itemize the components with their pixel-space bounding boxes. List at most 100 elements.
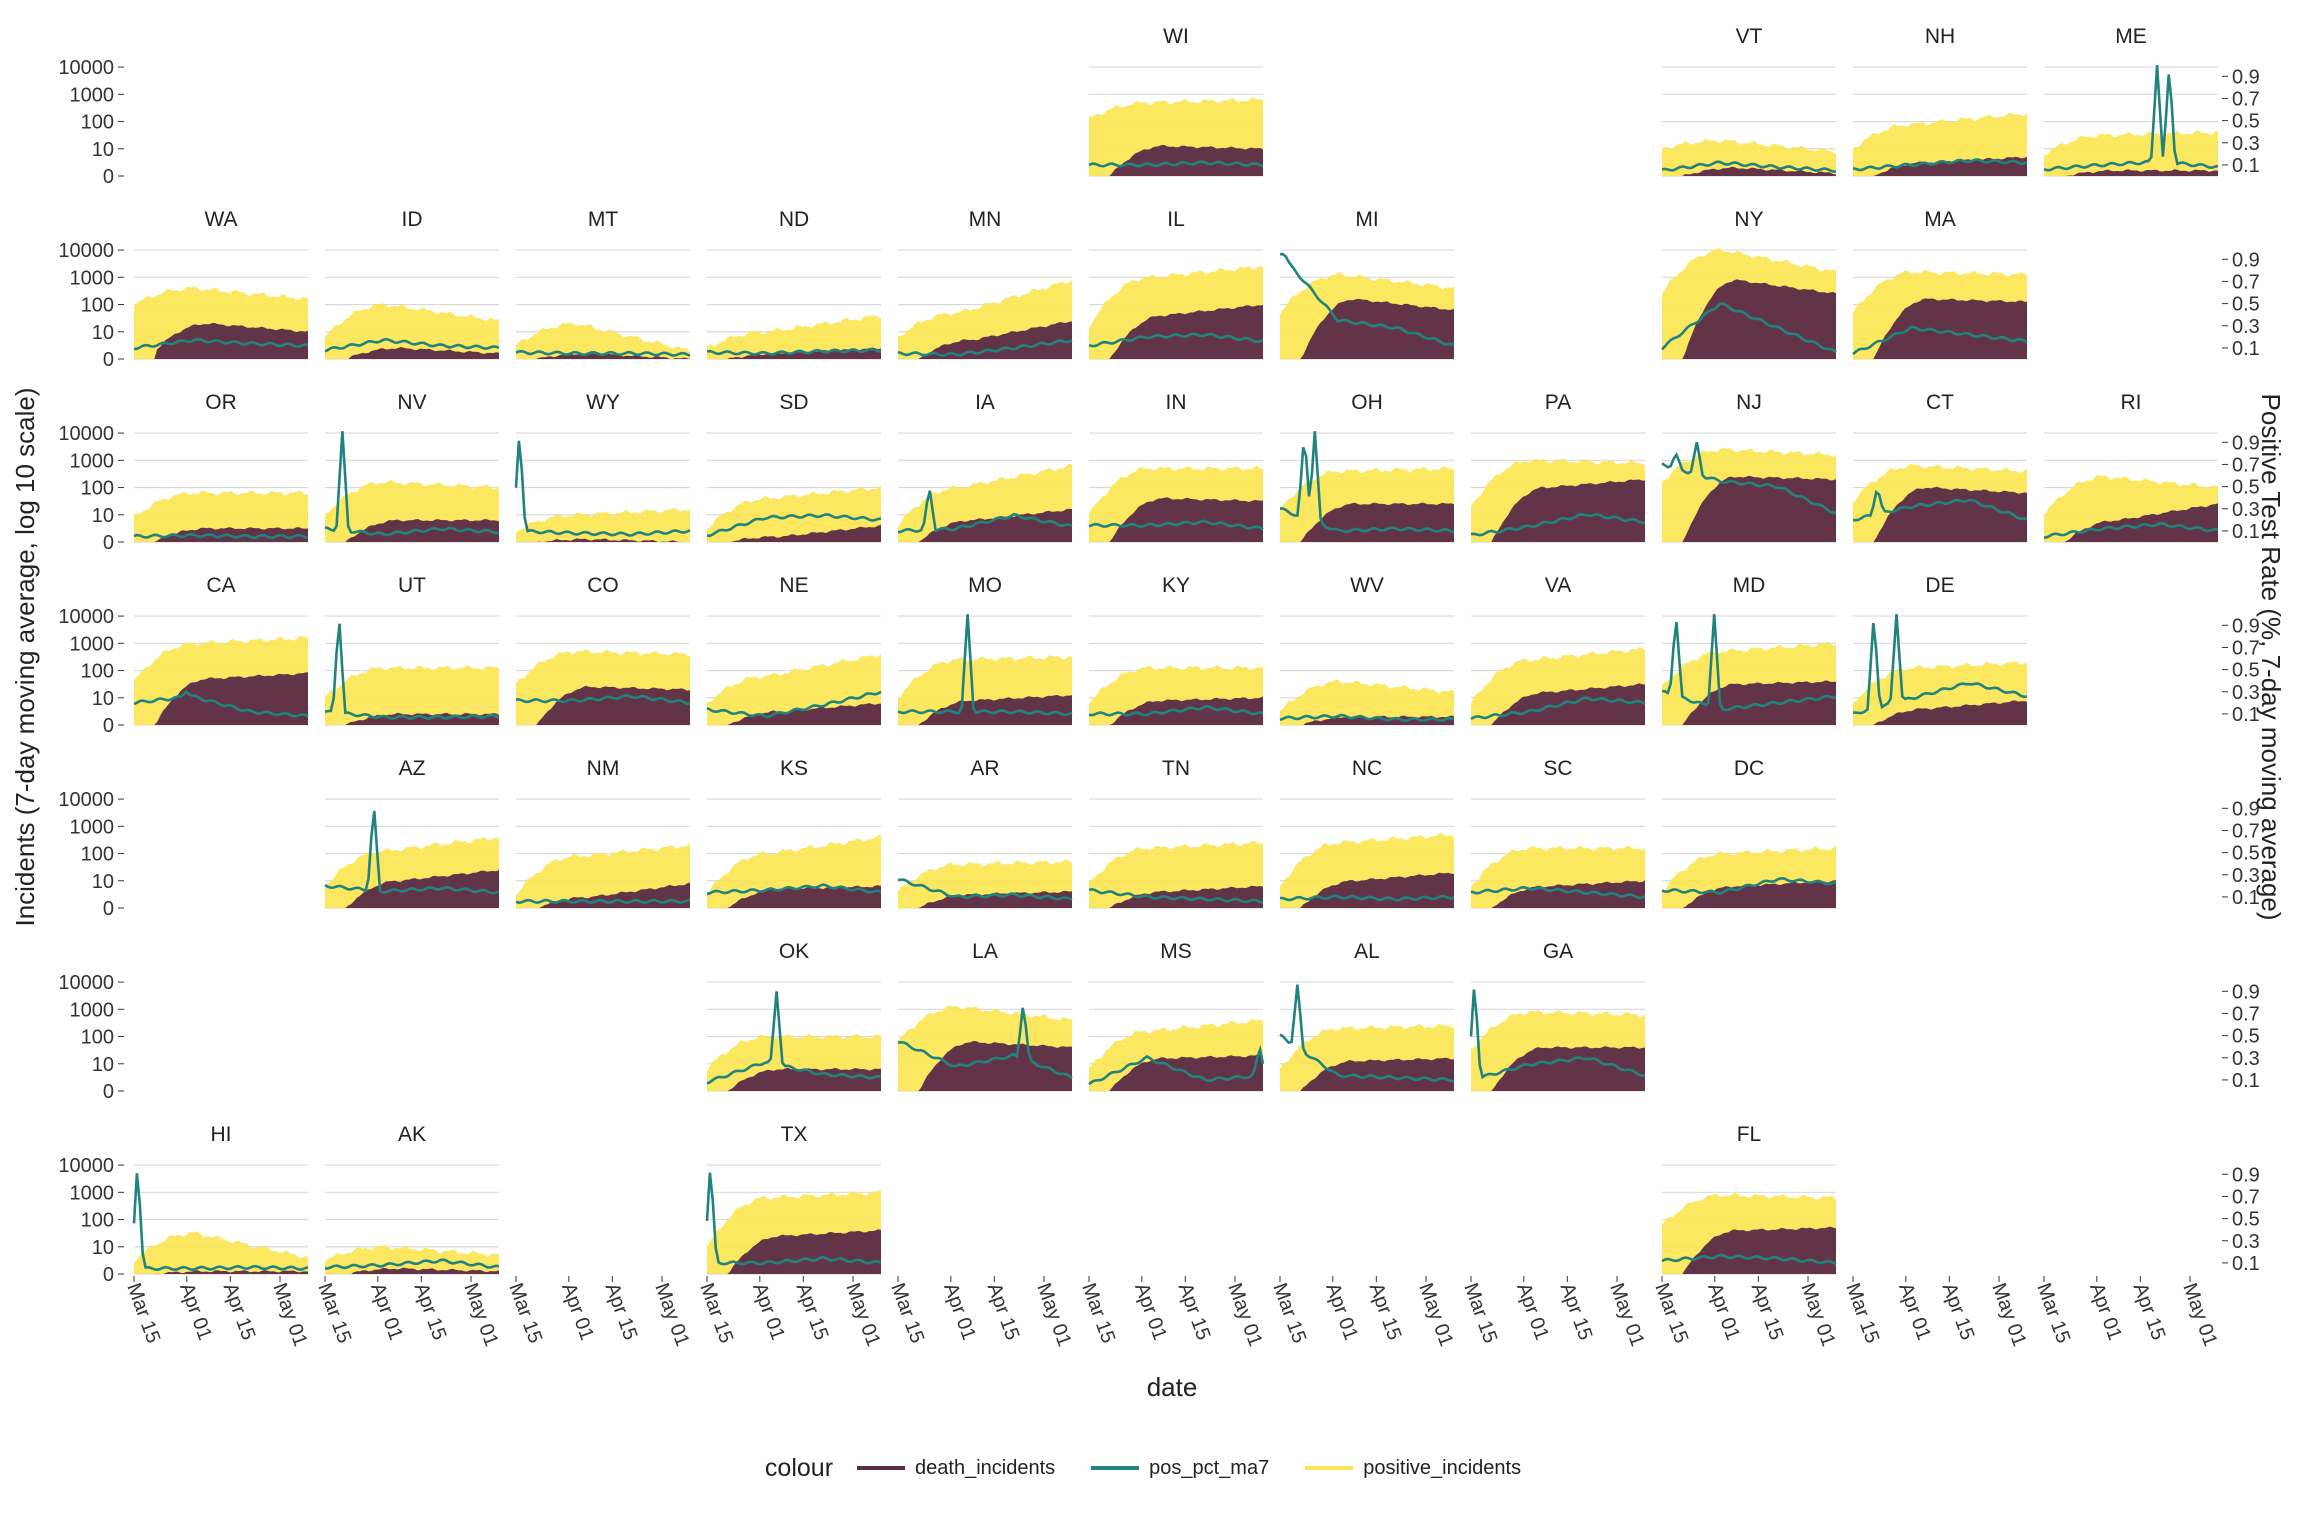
facet-title: KS (780, 757, 808, 780)
facet-wv: WV (1279, 574, 1455, 726)
line-pos-pct-ma7 (897, 878, 1073, 902)
y-right-tick-label: 0.1 (2232, 887, 2260, 909)
y-right-tick-label: 0.7 (2232, 454, 2260, 476)
line-pos-pct-ma7 (324, 337, 500, 353)
facet-title: RI (2121, 391, 2142, 414)
facet-nv: NV (324, 391, 500, 543)
line-pos-pct-ma7 (324, 810, 500, 895)
facet-mt: MT (515, 208, 691, 360)
y-tick-label: 10 (92, 322, 114, 344)
x-tick-label: Mar 15 (1650, 1280, 1692, 1346)
facet-title: AZ (399, 757, 426, 780)
area-death-incidents (898, 321, 1072, 359)
line-pos-pct-ma7 (1280, 252, 1455, 346)
x-tick-label: Apr 01 (557, 1280, 598, 1343)
facet-ut: UT (324, 574, 500, 726)
area-death-incidents (707, 703, 881, 725)
area-death-incidents (325, 1267, 499, 1274)
y-tick-label: 0 (103, 1081, 114, 1103)
x-tick-label: Apr 01 (1894, 1280, 1935, 1343)
line-pos-pct-ma7 (1088, 887, 1264, 904)
y-tick-label: 10 (92, 139, 114, 161)
line-pos-pct-ma7 (706, 690, 882, 719)
facet-tn: TN (1088, 757, 1264, 909)
legend-swatch-pct (1091, 1466, 1140, 1470)
area-death-incidents (1089, 1054, 1263, 1091)
x-tick-label: Mar 15 (1268, 1280, 1310, 1346)
area-death-incidents (1280, 1057, 1454, 1091)
area-positive-incidents (516, 322, 690, 359)
y-right-tick-label: 0.3 (2232, 865, 2260, 887)
facet-title: PA (1545, 391, 1571, 414)
legend-label-death: death_incidents (915, 1456, 1056, 1479)
area-positive-incidents (1280, 679, 1454, 725)
line-pos-pct-ma7 (1661, 442, 1837, 515)
facet-ny: NY (1661, 208, 1837, 360)
area-death-incidents (1471, 1046, 1645, 1091)
area-death-incidents (1089, 304, 1263, 359)
y-right-tick-label: 0.9 (2232, 981, 2260, 1003)
line-pos-pct-ma7 (133, 690, 309, 718)
facet-mo: MO (897, 574, 1073, 726)
facet-title: WY (586, 391, 620, 414)
line-pos-pct-ma7 (1279, 984, 1455, 1083)
line-pos-pct-ma7 (324, 623, 500, 720)
line-pos-pct-ma7 (1088, 519, 1264, 531)
line-pos-pct-ma7 (706, 513, 882, 538)
facet-al: AL (1279, 940, 1455, 1092)
x-tick-label: May 01 (1032, 1280, 1075, 1349)
x-tick-label: May 01 (1987, 1280, 2030, 1349)
line-pos-pct-ma7 (1661, 302, 1837, 354)
y-right-tick-label: 0.5 (2232, 1026, 2260, 1048)
facet-title: NM (587, 757, 620, 780)
facet-title: KY (1162, 574, 1190, 597)
facet-mn: MN (897, 208, 1073, 360)
x-tick-label: Apr 01 (939, 1280, 980, 1343)
legend-swatch-death (857, 1466, 906, 1470)
facet-mi: MI (1280, 208, 1455, 360)
area-death-incidents (1662, 279, 1836, 359)
area-death-incidents (1853, 298, 2027, 359)
area-death-incidents (1089, 145, 1263, 176)
x-tick-label: Apr 01 (1321, 1280, 1362, 1343)
facet-ms: MS (1088, 940, 1265, 1092)
y-tick-label: 100 (81, 112, 114, 134)
area-death-incidents (1471, 479, 1645, 542)
y-tick-label: 1000 (70, 267, 115, 289)
x-tick-label: Apr 01 (175, 1280, 216, 1343)
line-pos-pct-ma7 (515, 898, 691, 905)
line-pos-pct-ma7 (1661, 876, 1837, 896)
line-pos-pct-ma7 (1661, 1253, 1837, 1266)
x-tick-label: May 01 (1605, 1280, 1648, 1349)
facet-nh: NH (1852, 25, 2028, 177)
facet-title: IA (975, 391, 995, 414)
area-death-incidents (134, 527, 308, 542)
area-positive-incidents (134, 1231, 308, 1274)
y-tick-label: 10000 (58, 240, 114, 262)
x-tick-label: Apr 01 (1703, 1280, 1744, 1343)
y-right-tick-label: 0.1 (2232, 1253, 2260, 1275)
y-right-tick-label: 0.7 (2232, 637, 2260, 659)
facet-nm: NM (515, 757, 691, 909)
y-axis-label: Incidents (7-day moving average, log 10 … (10, 387, 40, 926)
y-tick-label: 10 (92, 505, 114, 527)
y-tick-label: 10 (92, 1054, 114, 1076)
line-pos-pct-ma7 (706, 991, 882, 1085)
y-right-tick-label: 0.7 (2232, 271, 2260, 293)
y-right-tick-label: 0.5 (2232, 1209, 2260, 1231)
y-right-tick-label: 0.3 (2232, 499, 2260, 521)
facet-il: IL (1088, 208, 1264, 360)
y-right-tick-label: 0.3 (2232, 1048, 2260, 1070)
facet-pa: PA (1470, 391, 1646, 543)
area-death-incidents (134, 1269, 308, 1274)
facet-title: AK (398, 1123, 426, 1146)
area-death-incidents (1662, 880, 1836, 908)
facet-ia: IA (897, 391, 1073, 543)
facet-ct: CT (1852, 391, 2028, 543)
y-right-tick-label: 0.5 (2232, 477, 2260, 499)
y-tick-label: 1000 (70, 1182, 115, 1204)
facet-ri: RI (2043, 391, 2219, 543)
line-pos-pct-ma7 (705, 1172, 882, 1266)
line-pos-pct-ma7 (1661, 160, 1837, 173)
facet-title: AL (1354, 940, 1380, 963)
